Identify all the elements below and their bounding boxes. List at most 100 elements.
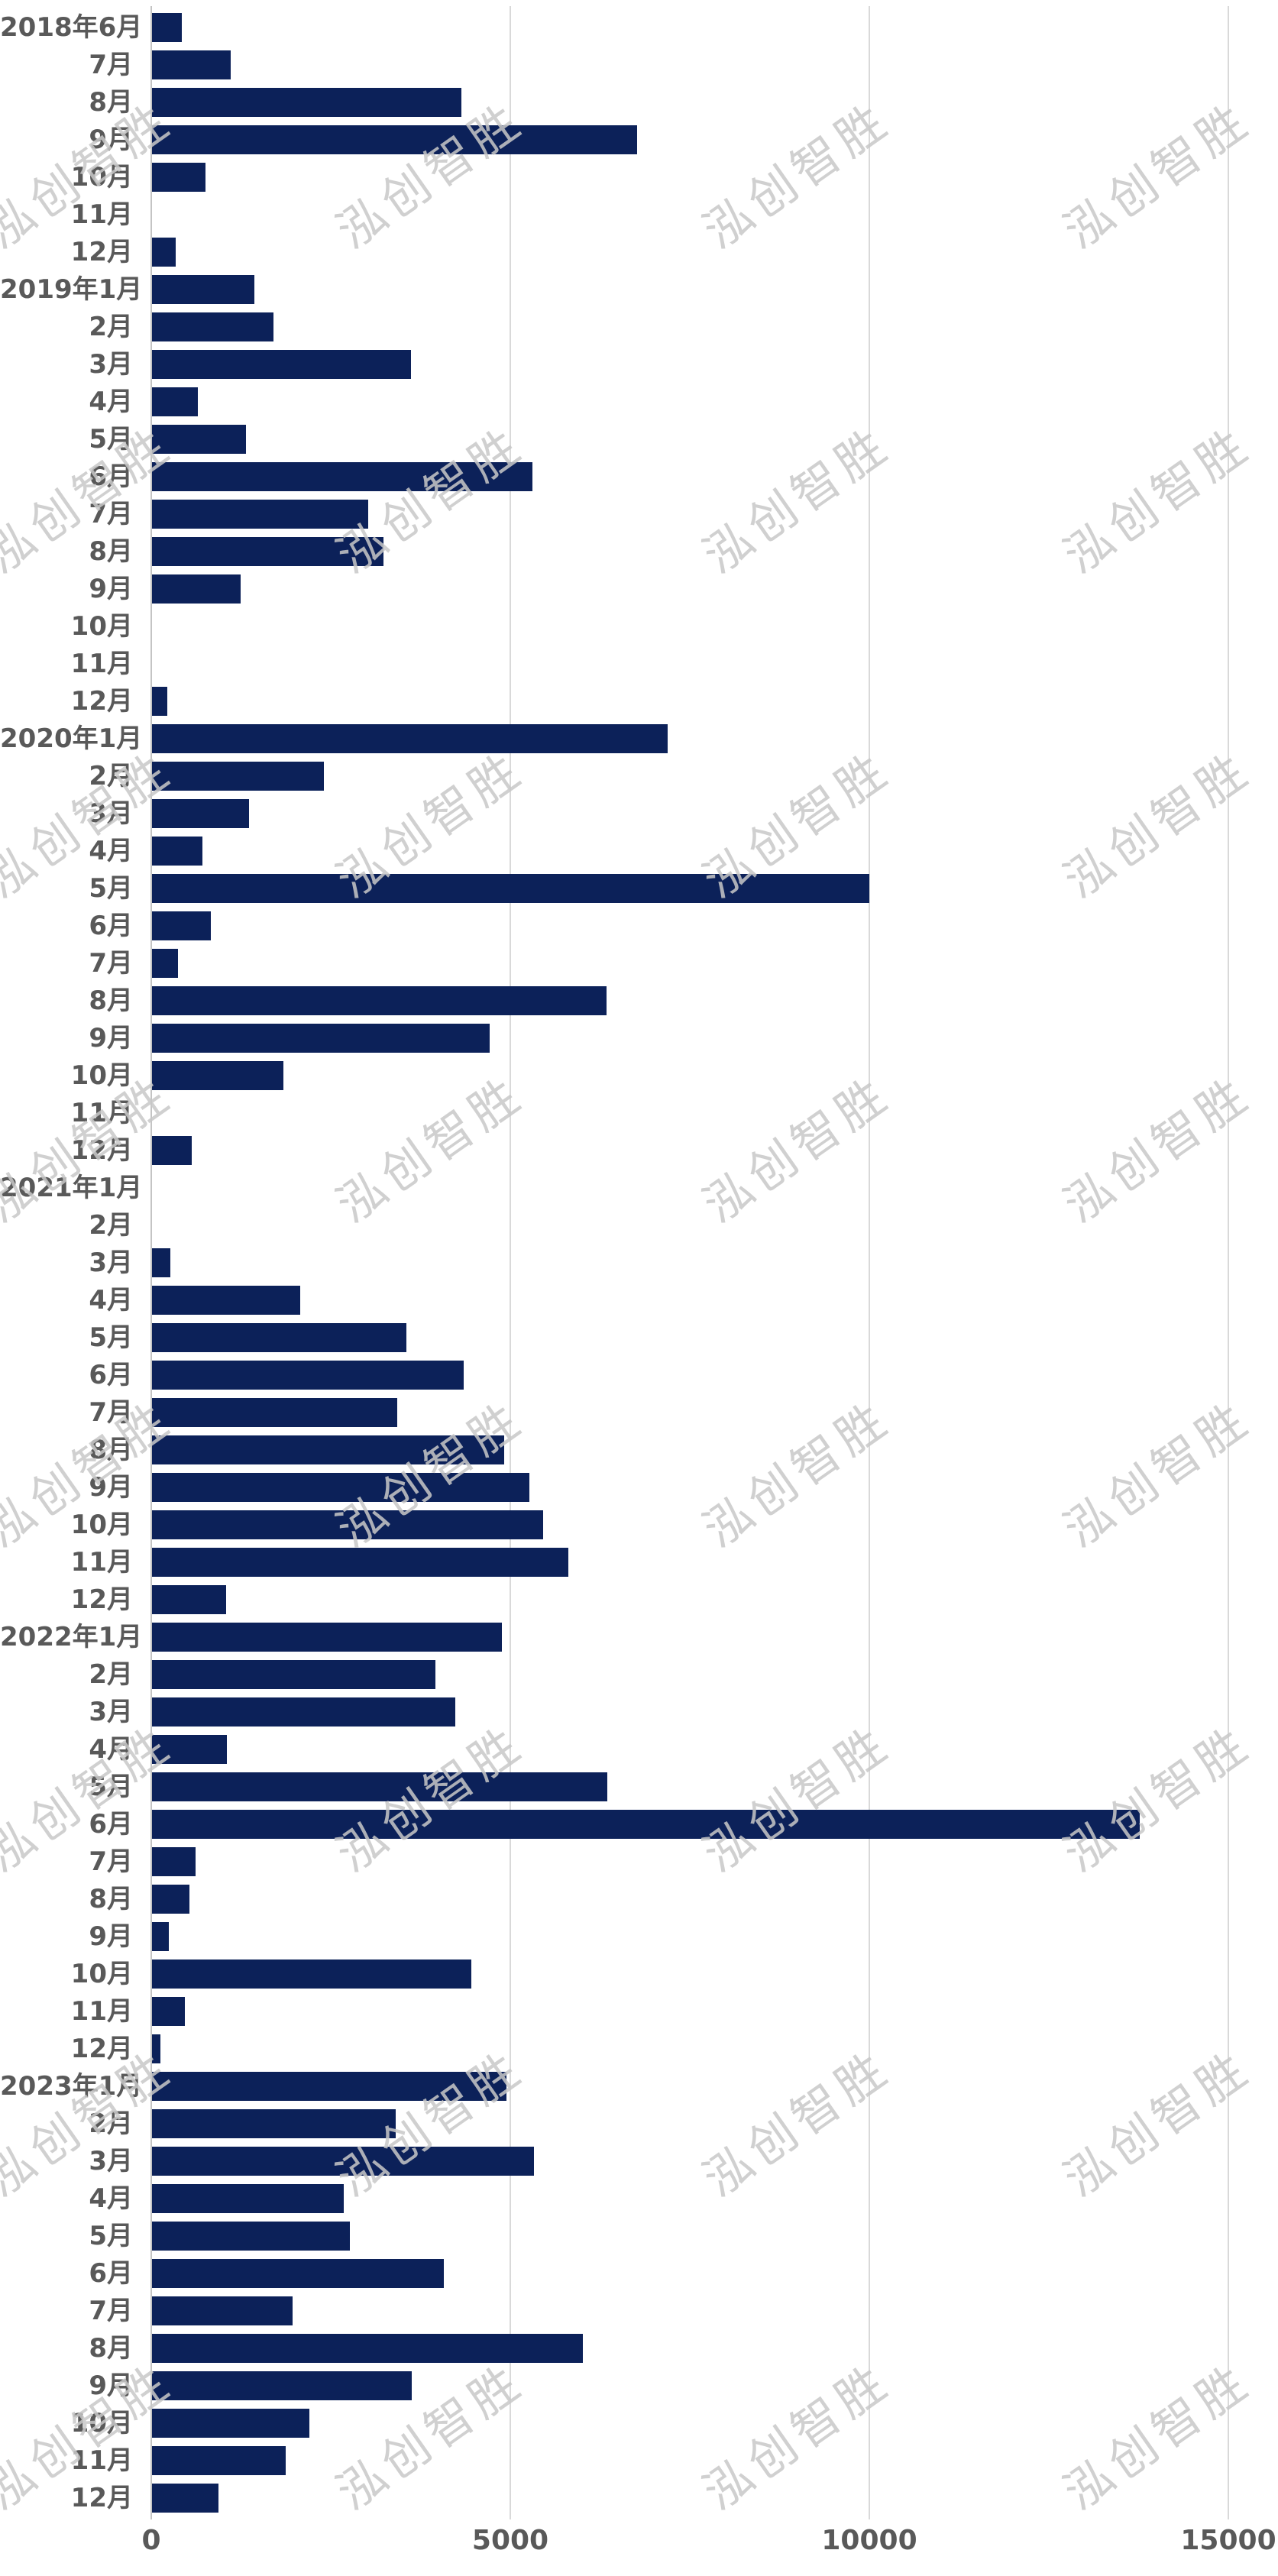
bar — [152, 238, 176, 267]
bar — [152, 1136, 192, 1165]
bar — [152, 2409, 309, 2438]
bar — [152, 350, 412, 379]
bar-row: 9月 — [0, 571, 1278, 608]
bar — [152, 1810, 1140, 1839]
category-label: 3月 — [89, 1248, 133, 1278]
bar — [152, 462, 533, 491]
bar-row: 12月 — [0, 1581, 1278, 1619]
category-label: 4月 — [89, 1285, 133, 1316]
category-label: 11月 — [70, 1547, 133, 1578]
category-label: 4月 — [89, 1734, 133, 1765]
bar-row: 4月 — [0, 833, 1278, 870]
bar-row: 9月 — [0, 1469, 1278, 1506]
bar-row: 12月 — [0, 2480, 1278, 2517]
category-label: 9月 — [89, 1023, 133, 1053]
category-label: 2022年1月 — [0, 1622, 143, 1652]
bar-row: 2月 — [0, 1656, 1278, 1694]
bar-row: 9月 — [0, 121, 1278, 159]
bar — [152, 425, 247, 454]
category-label: 3月 — [89, 1697, 133, 1727]
category-label: 10月 — [70, 1060, 133, 1091]
category-label: 12月 — [70, 1584, 133, 1615]
bar-row: 12月 — [0, 2031, 1278, 2068]
category-label: 8月 — [89, 1435, 133, 1465]
bar-row: 7月 — [0, 1394, 1278, 1432]
category-label: 11月 — [70, 199, 133, 230]
category-label: 5月 — [89, 424, 133, 455]
category-label: 2020年1月 — [0, 723, 143, 754]
bar-row: 3月 — [0, 795, 1278, 833]
category-label: 3月 — [89, 349, 133, 380]
category-label: 7月 — [89, 948, 133, 979]
bar — [152, 911, 212, 940]
bar-row: 4月 — [0, 383, 1278, 421]
bar — [152, 2072, 507, 2101]
bar — [152, 949, 178, 978]
gridline — [1228, 6, 1229, 2519]
category-label: 5月 — [89, 2221, 133, 2251]
bar — [152, 312, 273, 341]
bar — [152, 13, 183, 42]
bar — [152, 2184, 344, 2213]
category-label: 2018年6月 — [0, 12, 143, 43]
category-label: 7月 — [89, 1397, 133, 1428]
bar-row: 2月 — [0, 309, 1278, 346]
bar — [152, 762, 324, 791]
bar-row: 5月 — [0, 870, 1278, 908]
bar-row: 11月 — [0, 1993, 1278, 2031]
bar — [152, 1960, 472, 1989]
category-label: 4月 — [89, 836, 133, 866]
category-label: 4月 — [89, 2183, 133, 2214]
bar — [152, 50, 231, 79]
category-label: 3月 — [89, 798, 133, 829]
bar-row: 2022年1月 — [0, 1619, 1278, 1656]
category-label: 9月 — [89, 125, 133, 155]
bar — [152, 1435, 504, 1464]
bar — [152, 500, 368, 529]
category-label: 10月 — [70, 611, 133, 642]
bar — [152, 1585, 226, 1614]
category-label: 5月 — [89, 873, 133, 904]
bar-row: 7月 — [0, 1843, 1278, 1881]
bar — [152, 537, 383, 566]
bar-row: 2月 — [0, 2105, 1278, 2143]
category-label: 12月 — [70, 237, 133, 267]
bar — [152, 2222, 351, 2251]
category-label: 2月 — [89, 312, 133, 342]
category-label: 11月 — [70, 1996, 133, 2027]
bar-row: 10月 — [0, 1956, 1278, 1993]
bar-row: 12月 — [0, 1132, 1278, 1170]
category-label: 12月 — [70, 2483, 133, 2513]
category-label: 9月 — [89, 2371, 133, 2401]
category-label: 10月 — [70, 1510, 133, 1540]
bar-row: 8月 — [0, 982, 1278, 1020]
bar-row: 11月 — [0, 646, 1278, 683]
bar-row: 10月 — [0, 159, 1278, 196]
bar-row: 11月 — [0, 2442, 1278, 2480]
category-label: 10月 — [70, 2408, 133, 2438]
bar-row: 7月 — [0, 47, 1278, 84]
bar — [152, 1361, 464, 1390]
bar-row: 8月 — [0, 84, 1278, 121]
bar-row: 9月 — [0, 1918, 1278, 1956]
bar-row: 2月 — [0, 758, 1278, 795]
bar — [152, 2296, 293, 2325]
category-label: 6月 — [89, 461, 133, 492]
category-label: 5月 — [89, 1772, 133, 1802]
category-label: 2019年1月 — [0, 274, 143, 305]
bar-row: 9月 — [0, 1020, 1278, 1057]
bar — [152, 1697, 455, 1727]
bar — [152, 1623, 502, 1652]
bar-row: 10月 — [0, 1506, 1278, 1544]
bar-row: 11月 — [0, 1544, 1278, 1581]
category-label: 11月 — [70, 649, 133, 679]
bar-row: 8月 — [0, 533, 1278, 571]
bar — [152, 1286, 300, 1315]
bar — [152, 125, 637, 154]
bar — [152, 88, 462, 117]
bar — [152, 163, 205, 192]
bar — [152, 574, 241, 604]
bar-row: 11月 — [0, 1095, 1278, 1132]
bar — [152, 2334, 583, 2363]
bar-row: 9月 — [0, 2367, 1278, 2405]
